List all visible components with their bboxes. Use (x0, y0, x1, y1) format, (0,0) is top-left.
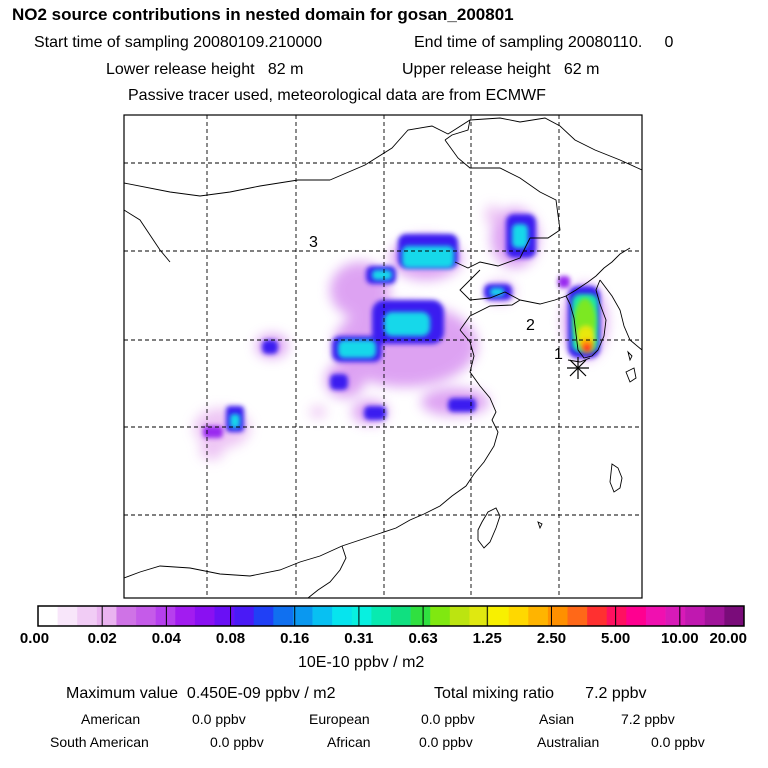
region-value-south-american: 0.0 ppbv (210, 734, 264, 750)
colorbar-cell (489, 606, 509, 626)
map-frame (123, 114, 643, 599)
colorbar-cell (155, 606, 176, 626)
colorbar-cell (234, 606, 255, 626)
marker-label-1: 1 (554, 346, 563, 363)
colorbar-cells (38, 606, 745, 626)
colorbar-cell (606, 606, 627, 626)
colorbar-cell (665, 606, 686, 626)
region-value-asian: 7.2 ppbv (621, 711, 675, 727)
colorbar-tick-label: 0.31 (344, 630, 374, 647)
colorbar-cell (38, 606, 58, 626)
upper-release-label: Upper release height 62 m (402, 61, 600, 78)
marker-label-2: 2 (526, 317, 535, 334)
colorbar-cell (312, 606, 333, 626)
colorbar-cell (371, 606, 392, 626)
colorbar-cell (273, 606, 294, 626)
colorbar-cell (77, 606, 98, 626)
colorbar-cell (57, 606, 78, 626)
lat-lon-grid (124, 115, 642, 598)
colorbar-cell (547, 606, 568, 626)
colorbar-cell (410, 606, 431, 626)
colorbar-cell (430, 606, 451, 626)
colorbar-tick-label: 0.16 (280, 630, 310, 647)
colorbar-tick-label: 0.00 (19, 630, 50, 647)
colorbar-units: 10E-10 ppbv / m2 (298, 654, 425, 671)
end-time-label: End time of sampling 20080110. 0 (414, 34, 674, 51)
region-value-american: 0.0 ppbv (192, 711, 246, 727)
colorbar-cell (626, 606, 647, 626)
colorbar-cell (96, 606, 117, 626)
colorbar-cell (194, 606, 215, 626)
colorbar-cell (351, 606, 372, 626)
colorbar-cell (528, 606, 549, 626)
colorbar-cell (449, 606, 470, 626)
colorbar-tick-label: 10.00 (661, 630, 699, 647)
colorbar-cell (391, 606, 411, 626)
colorbar-cell (704, 606, 725, 626)
region-name-african: African (327, 734, 371, 750)
region-value-australian: 0.0 ppbv (651, 734, 705, 750)
colorbar-cell (587, 606, 608, 626)
colorbar-cell (253, 606, 274, 626)
colorbar-cell (332, 606, 353, 626)
colorbar-cell (685, 606, 706, 626)
tracer-note: Passive tracer used, meteorological data… (128, 87, 546, 104)
region-name-australian: Australian (537, 734, 600, 750)
colorbar-cell (508, 606, 529, 626)
plume-layer (194, 205, 607, 460)
colorbar-cell (175, 606, 196, 626)
colorbar-cell (469, 606, 490, 626)
plot-title: NO2 source contributions in nested domai… (12, 5, 514, 24)
colorbar-tick-label: 1.25 (472, 630, 502, 647)
asterisk-icon (567, 357, 589, 379)
colorbar-tick-label: 2.50 (536, 630, 567, 647)
region-name-european: European (309, 711, 370, 727)
colorbar-tick-label: 0.02 (87, 630, 117, 647)
colorbar-cell (724, 606, 745, 626)
colorbar-cell (116, 606, 137, 626)
start-time-label: Start time of sampling 20080109.210000 (34, 34, 323, 51)
colorbar-cell (136, 606, 156, 626)
region-name-south-american: South American (50, 734, 149, 750)
region-name-asian: Asian (539, 711, 575, 727)
marker-label-3: 3 (309, 234, 318, 251)
colorbar-tick-label: 0.04 (151, 630, 181, 647)
colorbar-tick-label: 20.00 (709, 630, 748, 647)
colorbar-tick-label: 0.08 (215, 630, 246, 647)
lower-release-label: Lower release height 82 m (106, 61, 304, 78)
colorbar-ticks (37, 606, 745, 626)
colorbar-cell (292, 606, 313, 626)
total-mixing-label: Total mixing ratio 7.2 ppbv (434, 685, 647, 702)
colorbar-cell (645, 606, 666, 626)
colorbar-tick-label: 5.00 (601, 630, 631, 647)
region-value-african: 0.0 ppbv (419, 734, 473, 750)
max-value-label: Maximum value 0.450E-09 ppbv / m2 (66, 685, 336, 702)
colorbar-tick-label: 0.63 (408, 630, 438, 647)
colorbar-cell (567, 606, 588, 626)
region-value-european: 0.0 ppbv (421, 711, 475, 727)
region-name-american: American (81, 711, 141, 727)
colorbar-cell (214, 606, 235, 626)
